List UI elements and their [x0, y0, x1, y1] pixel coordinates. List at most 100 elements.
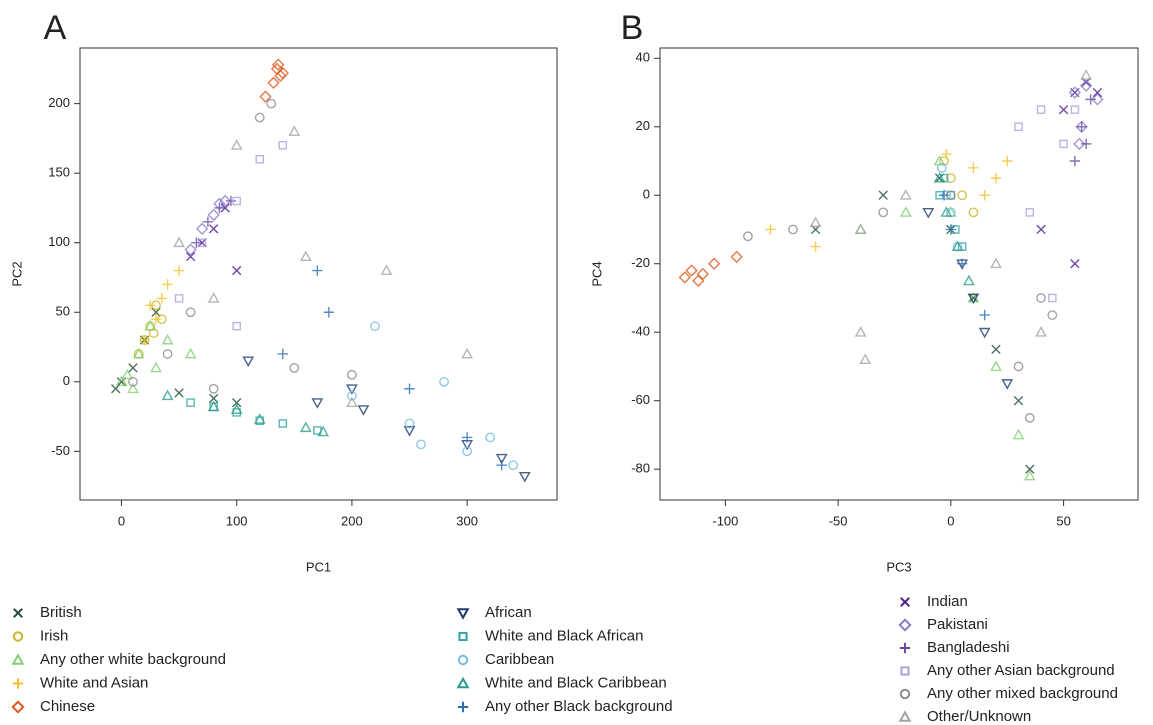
point: [854, 326, 867, 337]
series: [174, 141, 288, 331]
legend-marker: [898, 710, 912, 722]
point: [197, 238, 207, 248]
legend-marker: [457, 654, 469, 666]
legend-label: African: [485, 604, 532, 621]
point: [854, 223, 867, 234]
series: [347, 321, 519, 471]
point: [266, 98, 277, 109]
legend-marker: [900, 597, 910, 607]
point: [132, 347, 145, 359]
point: [156, 293, 168, 304]
series: [935, 173, 967, 251]
point: [242, 356, 255, 368]
point: [230, 139, 243, 150]
point: [232, 321, 241, 331]
x-tick-label: 200: [341, 513, 363, 528]
point: [161, 333, 174, 345]
point: [991, 344, 1001, 355]
point: [347, 369, 357, 380]
point: [145, 300, 156, 311]
point: [1058, 104, 1069, 115]
legend-marker: [12, 678, 24, 689]
legend-marker: [11, 700, 25, 714]
chart-panel: A 0 100 200 300 -50 0 50 100 150 200 PC1 PC2: [9, 9, 558, 574]
point: [274, 69, 287, 83]
point: [1059, 139, 1068, 149]
legend-label: Any other white background: [40, 651, 226, 668]
point: [439, 376, 449, 387]
point: [1070, 259, 1080, 269]
point: [253, 413, 266, 424]
point: [990, 172, 1002, 184]
y-tick-label: -20: [631, 255, 650, 270]
series: [854, 154, 1036, 481]
panel-label: A: [44, 9, 67, 47]
y-tick-label: -60: [631, 392, 650, 407]
point: [878, 190, 888, 200]
point: [922, 207, 935, 219]
series: [1014, 105, 1080, 303]
point: [218, 194, 232, 208]
series: [765, 148, 1013, 252]
point: [945, 190, 956, 201]
point: [271, 58, 285, 71]
legend-marker: [899, 642, 911, 654]
legend-marker: [456, 676, 470, 689]
point: [416, 439, 426, 450]
point: [214, 202, 225, 214]
point: [968, 207, 979, 218]
point: [730, 250, 743, 264]
point: [151, 307, 161, 317]
legend: British Irish Any other white background Wh…: [11, 593, 1118, 725]
point: [1079, 79, 1093, 92]
point: [127, 382, 139, 394]
point: [278, 141, 288, 150]
point: [195, 222, 209, 235]
point: [370, 321, 380, 332]
point: [1013, 396, 1024, 406]
x-axis-title: PC3: [886, 559, 911, 574]
point: [1012, 428, 1025, 440]
point: [162, 279, 173, 290]
point: [951, 240, 964, 252]
series: [933, 171, 975, 286]
point: [707, 257, 721, 270]
point: [963, 274, 975, 286]
point: [197, 238, 207, 247]
point: [899, 206, 912, 217]
x-tick-label: 0: [118, 513, 125, 528]
point: [1085, 94, 1096, 105]
legend-marker: [899, 688, 911, 700]
y-tick-label: 20: [636, 118, 650, 133]
point: [312, 265, 323, 276]
y-tick-label: 50: [56, 304, 70, 319]
point: [128, 363, 138, 373]
point: [990, 360, 1002, 371]
legend-label: White and Black Caribbean: [485, 674, 667, 691]
point: [191, 237, 202, 248]
point: [380, 264, 393, 275]
point: [1080, 138, 1092, 150]
series: [678, 250, 743, 288]
point: [940, 206, 953, 217]
point: [276, 66, 289, 80]
point: [259, 90, 272, 103]
point: [207, 400, 220, 412]
point: [1069, 155, 1081, 167]
point: [1036, 224, 1046, 235]
series: [743, 190, 1058, 423]
point: [299, 421, 312, 433]
point: [311, 398, 324, 409]
point: [173, 265, 185, 276]
point: [115, 375, 128, 387]
legend-label: Caribbean: [485, 651, 554, 668]
point: [878, 207, 889, 218]
point: [496, 460, 507, 471]
point: [743, 231, 753, 242]
point: [1076, 121, 1087, 132]
point: [1035, 326, 1047, 337]
point: [1075, 120, 1088, 133]
y-tick-label: 150: [48, 165, 70, 180]
point: [174, 388, 184, 398]
